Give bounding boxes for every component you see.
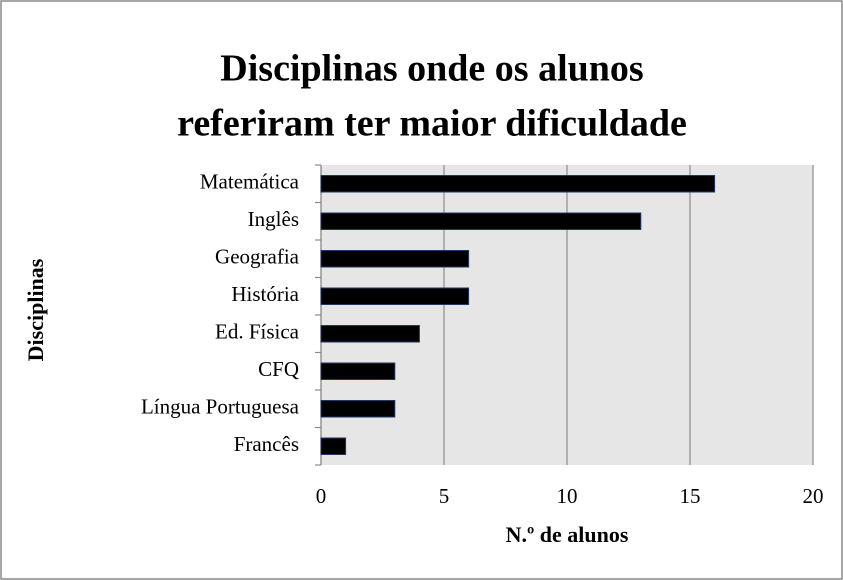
x-axis-label: N.º de alunos [506, 522, 629, 547]
x-tick-label: 20 [803, 484, 824, 508]
x-tick-label: 10 [557, 484, 578, 508]
bar [320, 325, 420, 343]
y-tick-label: Geografia [215, 245, 300, 269]
bar [320, 250, 470, 268]
chart-title: referiram ter maior dificuldade [177, 103, 687, 145]
y-tick-label: Francês [234, 432, 299, 456]
y-tick-label: Inglês [248, 207, 299, 231]
bar [320, 437, 347, 455]
bar [320, 212, 642, 230]
y-tick-label: Ed. Física [215, 320, 300, 344]
y-tick-label: Matemática [200, 170, 300, 194]
chart-title: Disciplinas onde os alunos [220, 48, 643, 90]
y-tick-label: Língua Portuguesa [141, 395, 300, 419]
x-tick-label: 5 [439, 484, 450, 508]
y-tick-label: CFQ [258, 357, 299, 381]
x-tick-label: 15 [680, 484, 701, 508]
y-axis-label: Disciplinas [23, 258, 48, 361]
bar [320, 287, 470, 305]
y-tick-label: História [231, 282, 299, 306]
x-tick-label: 0 [316, 484, 327, 508]
bar [320, 362, 396, 380]
bar [320, 175, 716, 193]
bar [320, 400, 396, 418]
